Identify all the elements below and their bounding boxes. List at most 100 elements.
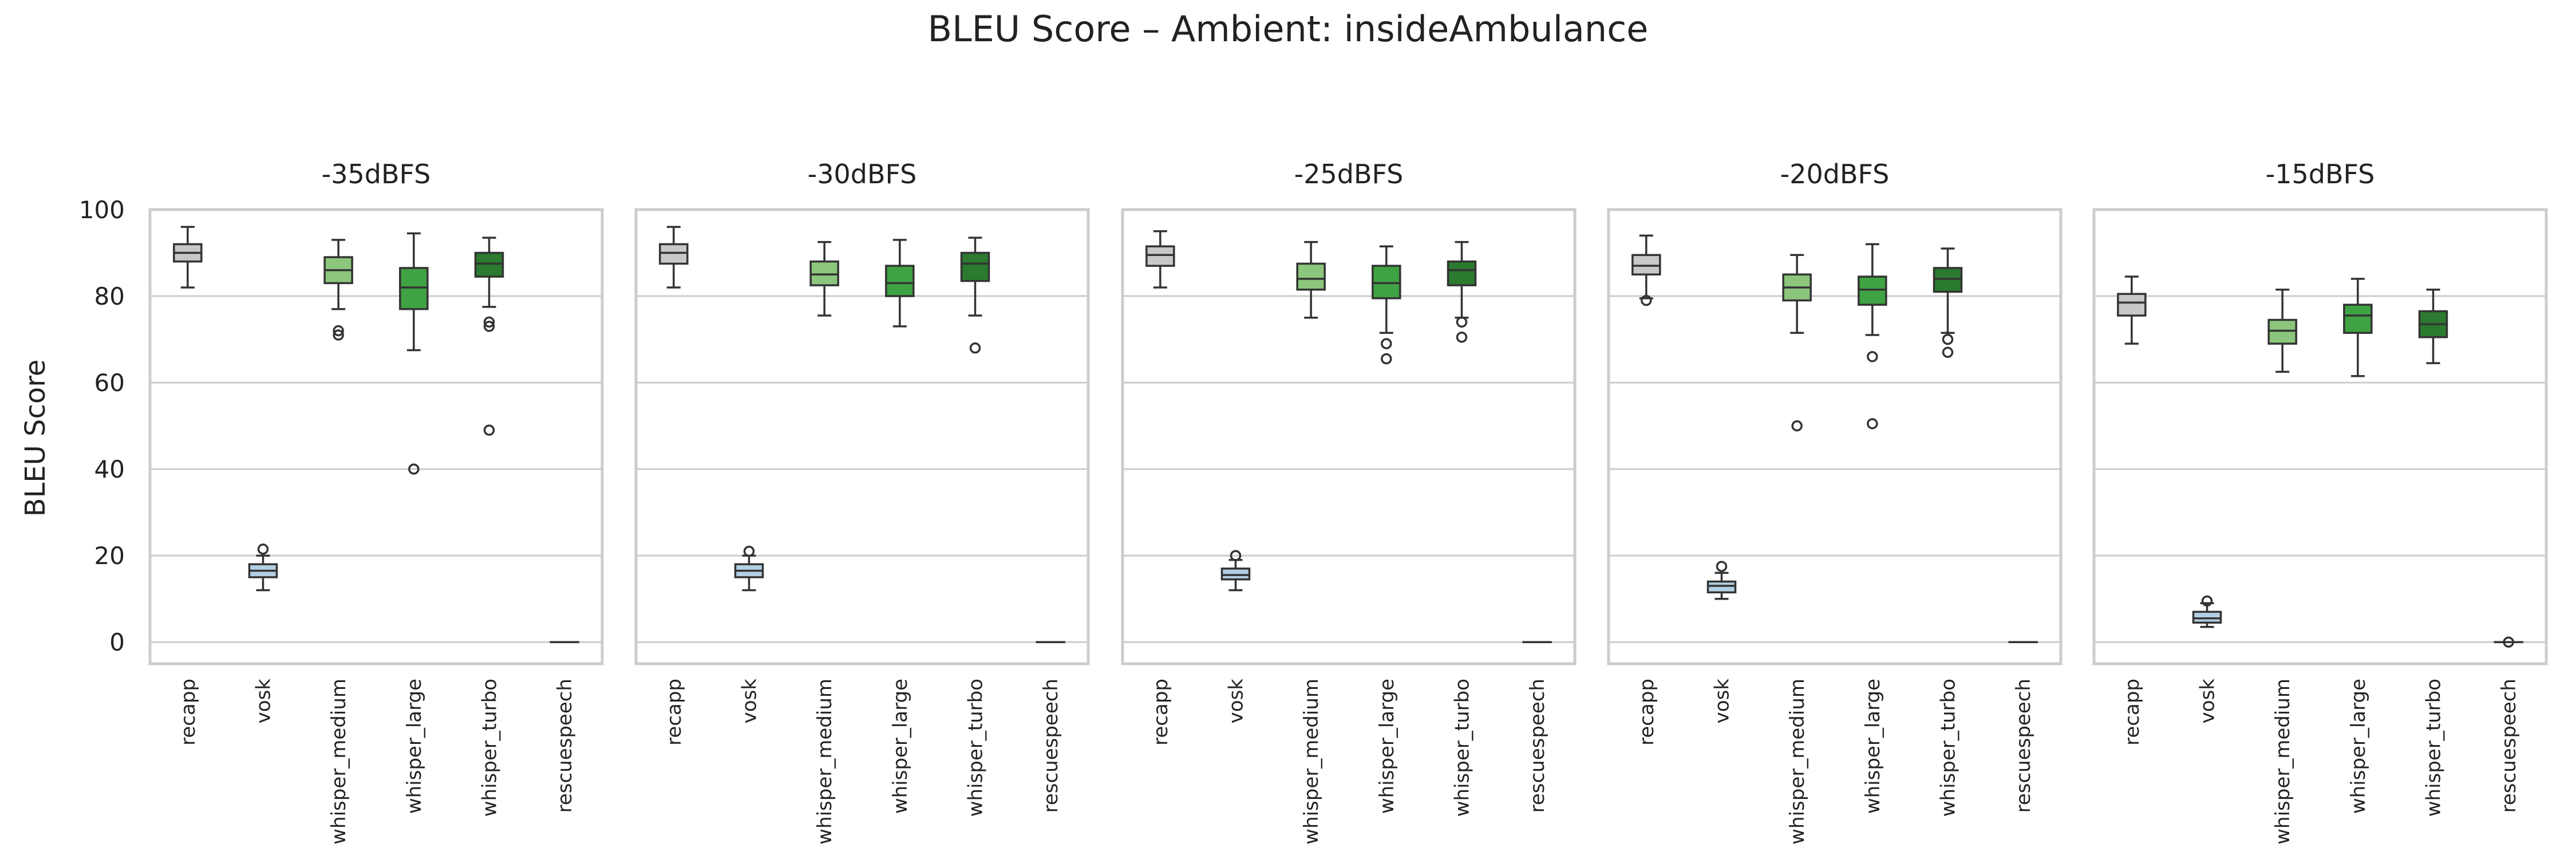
x-tick-label: whisper_medium <box>813 679 836 845</box>
box-whisper_large <box>1858 243 1887 430</box>
box-body <box>474 251 504 278</box>
box-whisper_medium <box>1296 241 1326 319</box>
panels-group: -35dBFS 0 20 40 60 80 100 recapp vosk whisper_med… <box>79 159 2548 845</box>
box-rescuespeech <box>2494 636 2523 648</box>
box-body <box>1933 267 1963 293</box>
outlier-point <box>1456 332 1468 343</box>
outlier-point <box>1381 353 1392 365</box>
box-vosk <box>1220 550 1251 592</box>
box-whisper_medium <box>2267 288 2297 373</box>
box-recapp <box>2117 275 2147 345</box>
panel-title: -15dBFS <box>2266 159 2375 190</box>
panel-4: -15dBFS recapp vosk whisper_medium whisper_l… <box>2092 159 2548 845</box>
panel-frame <box>1121 208 1577 665</box>
x-tick-label: whisper_large <box>2347 679 2370 814</box>
outlier-point <box>1456 316 1468 328</box>
outlier-point <box>1641 294 1652 306</box>
outlier-point <box>969 342 981 354</box>
outlier-point <box>1791 420 1803 432</box>
box-body <box>809 260 839 286</box>
box-body <box>2117 293 2147 317</box>
x-tick-label: whisper_medium <box>2271 679 2294 845</box>
x-tick-label: recapp <box>663 679 686 746</box>
panel-0: -35dBFS 0 20 40 60 80 100 recapp vosk whisper_med… <box>79 159 604 845</box>
box-body <box>1145 245 1175 267</box>
box-whisper_large <box>1372 245 1401 365</box>
box-recapp <box>173 226 203 289</box>
box-vosk <box>2192 595 2222 628</box>
box-whisper_turbo <box>1933 247 1963 358</box>
panel-title: -25dBFS <box>1294 159 1404 190</box>
x-tick-label: whisper_medium <box>1300 679 1323 845</box>
x-tick-label: whisper_large <box>1376 679 1398 814</box>
box-vosk <box>248 543 278 592</box>
x-tick-label: whisper_large <box>889 679 912 814</box>
x-tick-label: rescuespeech <box>554 679 576 813</box>
x-tick-label: rescuespeech <box>2498 679 2520 813</box>
outlier-point <box>408 463 420 475</box>
box-whisper_turbo <box>474 237 504 436</box>
x-tick-label: recapp <box>1635 679 1658 746</box>
x-tick-label: whisper_large <box>1862 679 1884 814</box>
x-tick-label: vosk <box>252 679 275 724</box>
panel-title: -35dBFS <box>322 159 431 190</box>
y-tick-label: 0 <box>109 628 125 656</box>
x-tick-label: rescuespeech <box>1526 679 1549 813</box>
x-tick-label: whisper_turbo <box>2423 679 2445 817</box>
outlier-point <box>743 545 755 557</box>
box-vosk <box>1706 561 1737 600</box>
panel-3: -20dBFS recapp vosk whisper_medium whisper_l… <box>1607 159 2063 845</box>
box-body <box>1631 254 1661 276</box>
outlier-point <box>1716 561 1728 572</box>
box-body <box>2267 318 2297 345</box>
outlier-point <box>483 316 495 328</box>
box-whisper_turbo <box>1447 241 1477 343</box>
box-body <box>2192 610 2222 624</box>
box-body <box>1220 568 1251 581</box>
x-tick-label: recapp <box>1149 679 1172 746</box>
x-tick-label: whisper_turbo <box>1451 679 1474 817</box>
panel-frame <box>2092 208 2548 665</box>
x-tick-label: whisper_turbo <box>965 679 987 817</box>
x-tick-label: vosk <box>1711 679 1734 724</box>
y-tick-label: 40 <box>94 455 125 483</box>
box-body <box>1372 265 1401 300</box>
x-tick-label: vosk <box>738 679 761 724</box>
outlier-point <box>333 325 344 337</box>
outlier-point <box>1381 338 1392 349</box>
box-whisper_turbo <box>2418 288 2448 364</box>
outlier-point <box>1867 418 1878 430</box>
figure-title: BLEU Score – Ambient: insideAmbulance <box>928 8 1649 50</box>
outlier-point <box>1230 550 1242 561</box>
x-tick-label: rescuespeech <box>2012 679 2035 813</box>
box-body <box>885 265 915 297</box>
x-tick-label: recapp <box>2121 679 2144 746</box>
outlier-point <box>257 543 269 555</box>
panel-title: -20dBFS <box>1780 159 1890 190</box>
y-tick-label: 80 <box>94 282 125 310</box>
panel-frame <box>1607 208 2063 665</box>
box-whisper_turbo <box>960 237 990 354</box>
outlier-point <box>2201 595 2213 607</box>
x-tick-label: rescuespeech <box>1040 679 1062 813</box>
outlier-point <box>1867 351 1878 362</box>
box-whisper_medium <box>323 239 353 341</box>
outlier-point <box>2503 636 2514 648</box>
box-body <box>1447 260 1477 286</box>
x-tick-label: whisper_turbo <box>1937 679 1960 817</box>
panel-1: -30dBFS recapp vosk whisper_medium whisper_l… <box>634 159 1090 845</box>
x-tick-label: whisper_large <box>403 679 426 814</box>
y-tick-label: 20 <box>94 542 125 570</box>
box-whisper_medium <box>809 241 839 317</box>
box-body <box>1706 580 1737 594</box>
y-tick-label: 100 <box>79 196 125 224</box>
outlier-point <box>333 329 344 341</box>
x-tick-label: vosk <box>1225 679 1248 724</box>
box-recapp <box>659 226 689 289</box>
box-body <box>1858 275 1887 306</box>
panel-frame <box>634 208 1090 665</box>
panel-frame <box>148 208 604 665</box>
panel-2: -25dBFS recapp vosk whisper_medium whisper_l… <box>1121 159 1577 845</box>
x-tick-label: recapp <box>177 679 200 746</box>
